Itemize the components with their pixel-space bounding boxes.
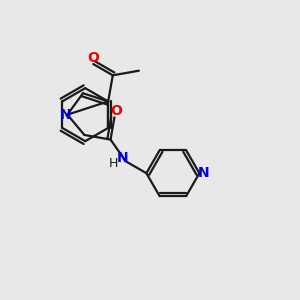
Text: H: H <box>109 157 118 170</box>
Text: N: N <box>60 108 72 122</box>
Text: O: O <box>87 51 99 65</box>
Text: O: O <box>110 104 122 118</box>
Text: N: N <box>198 166 210 180</box>
Text: N: N <box>117 151 129 165</box>
